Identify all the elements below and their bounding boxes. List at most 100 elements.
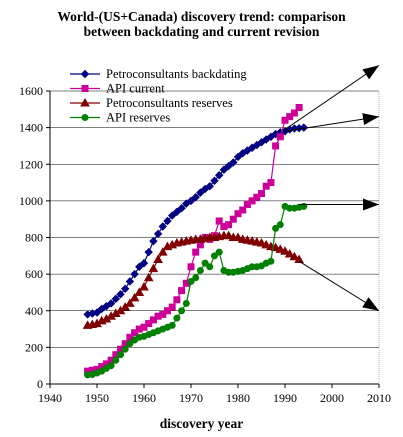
api-reserves-point — [192, 274, 200, 282]
petroconsultants-backdating-point — [229, 158, 238, 167]
y-tick-label: 0 — [37, 377, 43, 391]
petroconsultants-reserves-point — [270, 242, 281, 252]
api-reserves-point — [211, 252, 218, 260]
api-reserves-point — [117, 351, 124, 359]
y-tick-label: 800 — [25, 231, 43, 245]
api-current-point — [239, 206, 247, 214]
legend-label-api-current: API current — [106, 82, 165, 96]
petroconsultants-backdating-point — [191, 193, 200, 202]
api-current-point — [234, 210, 242, 218]
api-reserves-point — [107, 362, 115, 370]
x-tick-label: 1940 — [38, 391, 62, 405]
legend-api-current-point — [81, 85, 89, 92]
legend-label-petroconsultants-reserves: Petroconsultants reserves — [106, 96, 233, 110]
petroconsultants-backdating-projection-arrowhead — [362, 65, 379, 80]
api-current-point — [281, 116, 289, 124]
api-current-point — [187, 263, 195, 271]
petroconsultants-reserves-point — [233, 232, 243, 241]
petroconsultants-backdating-projection-line — [284, 64, 380, 130]
api-reserves-point — [112, 356, 120, 364]
api-reserves-projection-arrowhead — [362, 297, 379, 311]
chart-title-line-1: World-(US+Canada) discovery trend: compa… — [57, 9, 346, 24]
legend-label-api-reserves: API reserves — [106, 111, 170, 125]
y-tick-label: 1400 — [19, 121, 43, 135]
petroconsultants-backdating-point — [135, 262, 144, 272]
petroconsultants-reserves-projection-arrowhead — [363, 198, 379, 211]
api-reserves-point — [196, 266, 204, 274]
petroconsultants-backdating-point — [125, 277, 135, 286]
api-reserves-point — [276, 221, 284, 229]
api-current-point — [272, 142, 280, 150]
petroconsultants-backdating-point — [153, 229, 163, 239]
x-tick-label: 1970 — [179, 391, 203, 405]
petroconsultants-backdating-point — [172, 207, 182, 217]
petroconsultants-backdating-point — [163, 216, 172, 226]
api-current-point — [262, 182, 270, 190]
petroconsultants-backdating-point — [130, 269, 139, 279]
petroconsultants-backdating-point — [111, 294, 121, 304]
x-tick-label: 2010 — [367, 391, 391, 405]
api-current-point — [225, 221, 233, 229]
api-reserves-point — [173, 314, 181, 322]
petroconsultants-backdating-point — [224, 161, 233, 171]
api-current-point — [178, 287, 186, 295]
api-current-point — [164, 307, 171, 315]
api-current-point — [229, 215, 237, 223]
petroconsultants-reserves-point — [275, 244, 286, 253]
petroconsultants-backdating-point — [116, 290, 125, 299]
api-reserves-point — [201, 259, 209, 267]
api-reserves-point — [182, 299, 190, 307]
petroconsultants-reserves-point — [284, 248, 295, 258]
petroconsultants-backdating-point — [196, 188, 205, 197]
petroconsultants-reserves-point — [143, 272, 154, 282]
petroconsultants-reserves-point — [261, 239, 272, 249]
api-current-point — [243, 201, 251, 209]
api-reserves-point — [267, 257, 275, 265]
petroconsultants-backdating-point — [214, 171, 224, 180]
petroconsultants-reserves-point — [139, 281, 149, 291]
api-current-point — [286, 113, 294, 121]
legend-api-reserves-point — [81, 114, 89, 121]
api-current-point — [248, 197, 256, 205]
y-tick-label: 1000 — [19, 194, 43, 208]
petroconsultants-backdating-point — [106, 299, 116, 308]
petroconsultants-backdating-point — [139, 258, 149, 268]
petroconsultants-backdating-point — [167, 211, 177, 220]
api-current-point — [159, 310, 167, 318]
api-current-point — [145, 320, 153, 328]
legend-label-petroconsultants-backdating: Petroconsultants backdating — [106, 67, 247, 81]
petroconsultants-reserves-point — [125, 298, 135, 307]
petroconsultants-reserves-point — [289, 251, 300, 261]
api-reserves-point — [215, 248, 223, 256]
petroconsultants-backdating-point — [210, 176, 219, 185]
x-tick-label: 1990 — [273, 391, 297, 405]
petroconsultants-reserves-point — [153, 254, 163, 263]
api-current-point — [267, 179, 275, 187]
chart-title-line-2: between backdating and current revision — [83, 24, 320, 39]
y-tick-label: 1200 — [19, 157, 43, 171]
petroconsultants-reserves-point — [129, 292, 140, 302]
api-reserves-point — [168, 321, 176, 329]
api-reserves-point — [206, 263, 214, 271]
petroconsultants-backdating-point — [233, 152, 243, 162]
api-reserves-point — [121, 345, 129, 353]
y-tick-label: 200 — [25, 340, 43, 354]
api-current-point — [192, 248, 200, 256]
api-reserves-point — [272, 224, 280, 232]
petroconsultants-backdating-point — [158, 222, 168, 231]
y-tick-label: 600 — [25, 267, 43, 281]
legend-petroconsultants-reserves-point — [80, 97, 90, 107]
petroconsultants-backdating-point — [144, 247, 153, 257]
petroconsultants-backdating-point — [92, 308, 102, 317]
api-reserves-point — [178, 307, 186, 315]
api-current-point — [276, 133, 284, 141]
petroconsultants-reserves-point — [148, 263, 159, 273]
petroconsultants-reserves-point — [157, 247, 168, 256]
api-current-point — [290, 109, 298, 117]
legend-petroconsultants-backdating-point — [80, 69, 90, 79]
x-tick-label: 1980 — [226, 391, 250, 405]
petroconsultants-reserves-point — [134, 287, 145, 296]
api-current-point — [149, 316, 157, 324]
